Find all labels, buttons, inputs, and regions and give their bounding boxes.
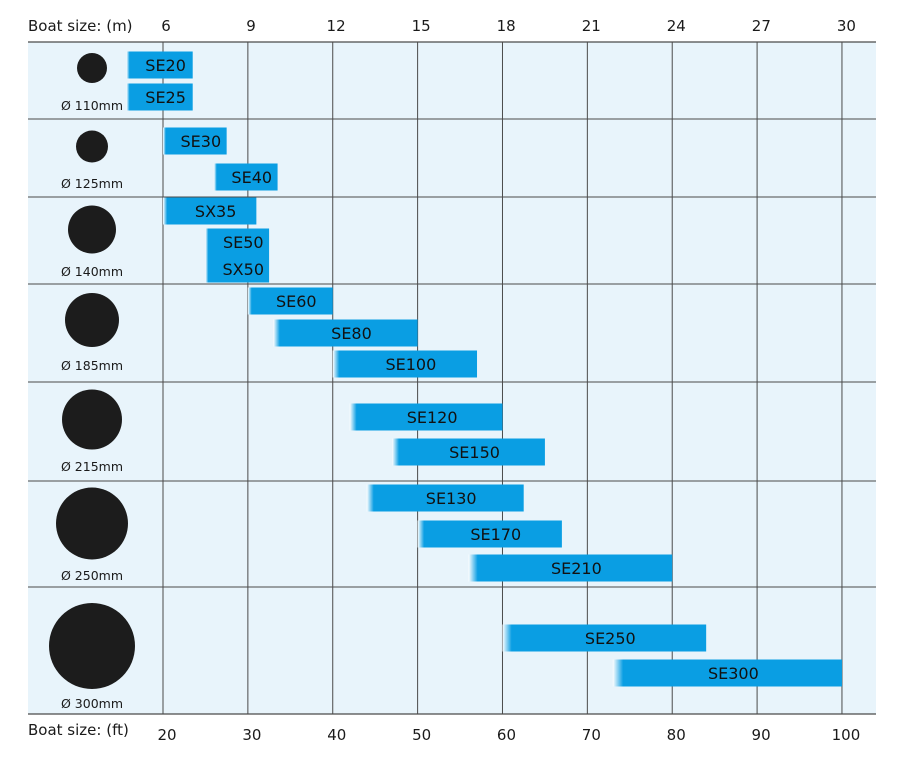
bar-label: SE30 xyxy=(181,132,222,151)
top-tick-label: 9 xyxy=(246,17,256,35)
gasket-circle xyxy=(56,487,128,560)
bar-se210 xyxy=(468,554,673,582)
bar-se50 xyxy=(205,228,270,256)
bar-se250 xyxy=(502,624,707,652)
top-tick-label: 12 xyxy=(327,17,346,35)
group-0: Ø 110mm SE20 SE25 xyxy=(61,51,193,113)
bar-se25 xyxy=(126,83,193,111)
gasket-circle xyxy=(77,53,107,83)
diameter-label: Ø 250mm xyxy=(61,568,123,583)
bottom-tick-label: 40 xyxy=(327,726,346,744)
group-2: Ø 140mm SX35 SE50 SX50 xyxy=(61,197,270,283)
gasket-circle xyxy=(62,389,122,450)
bar-label: SE20 xyxy=(145,56,186,75)
bar-label: SE150 xyxy=(449,443,500,462)
bar-se130 xyxy=(366,484,524,512)
bottom-axis: Boat size: (ft) 20 30 40 50 60 70 80 90 100 xyxy=(28,721,860,744)
bar-label: SE50 xyxy=(223,233,264,252)
bar-label: SE40 xyxy=(231,168,272,187)
bar-label: SX50 xyxy=(223,260,264,279)
gasket-circle xyxy=(68,205,116,254)
diameter-label: Ø 215mm xyxy=(61,459,123,474)
top-tick-label: 27 xyxy=(752,17,771,35)
bottom-tick-label: 60 xyxy=(497,726,516,744)
grid-lines xyxy=(28,41,876,715)
bar-se80 xyxy=(273,319,418,347)
group-6: Ø 300mm SE250 SE300 xyxy=(49,603,842,711)
top-tick-label: 30 xyxy=(837,17,856,35)
group-3: Ø 185mm SE60 SE80 SE100 xyxy=(61,287,478,378)
bottom-axis-title: Boat size: (ft) xyxy=(28,721,129,739)
bottom-tick-label: 80 xyxy=(667,726,686,744)
bar-label: SE300 xyxy=(708,664,759,683)
gasket-circle xyxy=(49,603,135,689)
top-axis: Boat size: (m) 6 9 12 15 18 21 24 27 30 xyxy=(28,17,856,35)
bar-se170 xyxy=(417,520,562,548)
group-5: Ø 250mm SE130 SE170 SE210 xyxy=(56,484,673,583)
top-tick-label: 15 xyxy=(412,17,431,35)
bar-label: SE25 xyxy=(145,88,186,107)
diameter-label: Ø 140mm xyxy=(61,264,123,279)
diameter-label: Ø 125mm xyxy=(61,176,123,191)
top-tick-label: 18 xyxy=(497,17,516,35)
bar-label: SE250 xyxy=(585,629,636,648)
bar-se60 xyxy=(247,287,333,315)
bar-se100 xyxy=(332,350,478,378)
bar-label: SE130 xyxy=(426,489,477,508)
groups: Ø 110mm SE20 SE25 Ø 125mm SE30 SE40 Ø 140mm SX3… xyxy=(49,51,842,711)
bar-sx35 xyxy=(163,197,257,225)
bottom-tick-label: 50 xyxy=(412,726,431,744)
bar-se300 xyxy=(612,659,842,687)
bottom-tick-label: 20 xyxy=(157,726,176,744)
bottom-tick-label: 70 xyxy=(582,726,601,744)
bar-se20 xyxy=(126,51,193,79)
bar-label: SE170 xyxy=(470,525,521,544)
top-tick-label: 6 xyxy=(161,17,171,35)
gasket-circle xyxy=(65,293,119,347)
bar-se120 xyxy=(349,403,503,431)
bar-label: SX35 xyxy=(195,202,236,221)
bar-se30 xyxy=(163,127,227,155)
top-tick-label: 21 xyxy=(582,17,601,35)
plot-background xyxy=(28,42,876,714)
group-bands xyxy=(28,42,876,714)
diameter-label: Ø 185mm xyxy=(61,358,123,373)
diameter-label: Ø 110mm xyxy=(61,98,123,113)
bar-label: SE60 xyxy=(276,292,317,311)
diameter-label: Ø 300mm xyxy=(61,696,123,711)
bar-se40 xyxy=(213,163,278,191)
top-tick-label: 24 xyxy=(667,17,686,35)
group-4: Ø 215mm SE120 SE150 xyxy=(61,389,545,474)
top-axis-title: Boat size: (m) xyxy=(28,17,133,35)
gasket-circle xyxy=(76,130,108,163)
bar-label: SE120 xyxy=(407,408,458,427)
bar-label: SE100 xyxy=(385,355,436,374)
bottom-tick-label: 100 xyxy=(832,726,861,744)
bar-sx50 xyxy=(205,255,270,283)
bar-label: SE210 xyxy=(551,559,602,578)
bar-label: SE80 xyxy=(331,324,372,343)
bottom-tick-label: 90 xyxy=(752,726,771,744)
bar-se150 xyxy=(392,438,545,466)
bottom-tick-label: 30 xyxy=(242,726,261,744)
group-1: Ø 125mm SE30 SE40 xyxy=(61,127,278,191)
